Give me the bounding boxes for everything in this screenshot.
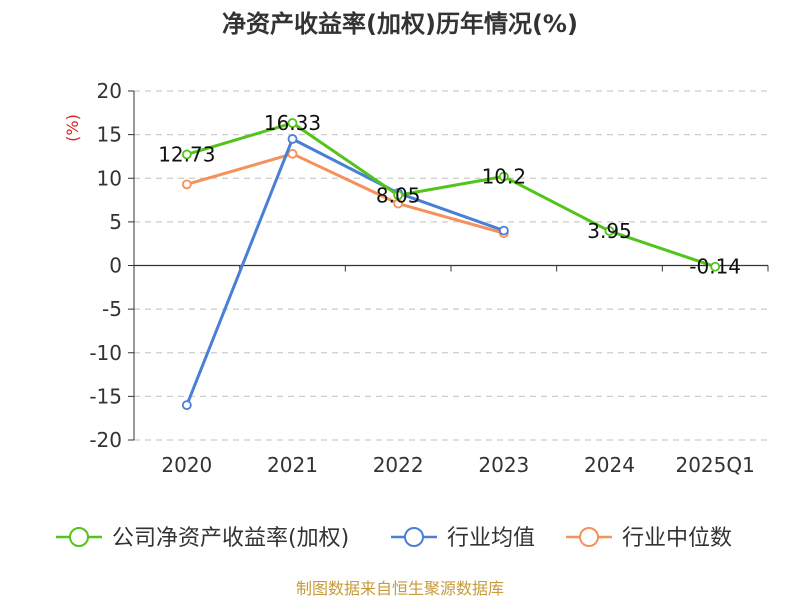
data-label: 3.95	[587, 219, 632, 243]
y-tick-label: 15	[97, 123, 122, 147]
legend-label: 公司净资产收益率(加权)	[112, 526, 349, 551]
data-point	[393, 190, 404, 201]
data-point	[710, 261, 721, 272]
x-tick-labels: 2020 2021 2022 2023 2024 2025Q1	[161, 453, 754, 477]
legend: 公司净资产收益率(加权) 行业均值 行业中位数	[56, 526, 732, 551]
legend-label: 行业均值	[447, 526, 535, 551]
series-line	[185, 137, 505, 406]
legend-marker	[404, 527, 424, 547]
data-point	[287, 118, 298, 128]
source-note: 制图数据来自恒生聚源数据库	[296, 579, 504, 598]
legend-label: 行业中位数	[622, 526, 732, 551]
data-point	[287, 148, 298, 159]
y-tick-label: -10	[89, 341, 122, 365]
x-tick-label: 2025Q1	[675, 453, 754, 477]
y-tick-label: -20	[89, 428, 122, 452]
y-axis-unit-label: (%)	[63, 114, 82, 142]
axes	[128, 90, 769, 441]
data-label: -0.14	[689, 255, 741, 279]
data-point	[181, 179, 192, 190]
y-tick-label: -15	[89, 384, 122, 408]
x-tick-label: 2023	[478, 453, 529, 477]
data-point	[181, 149, 192, 160]
grid-lines	[134, 90, 768, 441]
y-tick-label: 0	[109, 254, 122, 278]
y-tick-label: 20	[97, 79, 122, 103]
y-tick-labels: 20 15 10 5 0 -5 -10 -15 -20	[89, 79, 122, 452]
y-tick-label: -5	[102, 297, 122, 321]
legend-marker	[579, 527, 599, 547]
y-tick-label: 10	[97, 166, 122, 190]
x-tick-label: 2021	[267, 453, 318, 477]
series-lines	[181, 118, 721, 411]
data-label: 16.33	[264, 111, 321, 135]
legend-marker	[69, 527, 89, 547]
data-point	[287, 134, 298, 144]
data-point	[604, 226, 615, 236]
series-line	[186, 152, 505, 235]
series-line	[186, 121, 716, 269]
x-tick-label: 2024	[584, 453, 635, 477]
data-label: 8.05	[376, 183, 421, 207]
data-point	[498, 225, 509, 236]
data-labels: 12.73 16.33 8.05 10.2 3.95 -0.14	[158, 111, 741, 279]
data-point	[498, 171, 509, 182]
data-label: 12.73	[158, 142, 215, 166]
data-label: 10.2	[482, 165, 527, 189]
x-tick-label: 2020	[161, 453, 212, 477]
y-tick-label: 5	[109, 210, 122, 234]
data-point	[181, 400, 192, 411]
x-tick-label: 2022	[373, 453, 424, 477]
chart-title: 净资产收益率(加权)历年情况(%)	[222, 10, 578, 38]
